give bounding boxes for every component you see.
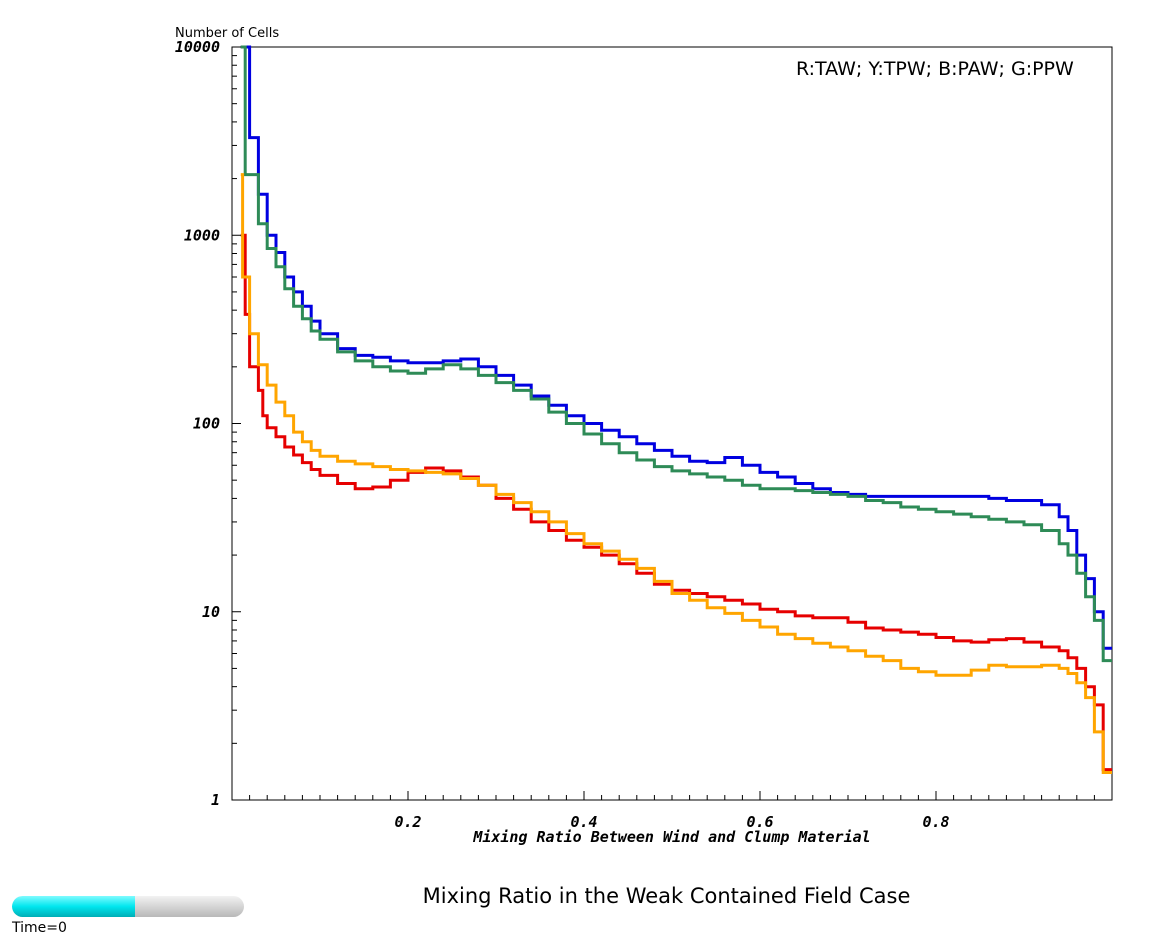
plot-axes (231, 46, 1113, 801)
time-slider-fill (12, 896, 135, 917)
legend-text: R:TAW; Y:TPW; B:PAW; G:PPW (796, 58, 1074, 80)
x-tick-label: 0.4 (570, 813, 597, 831)
series-line-1 (240, 45, 1112, 650)
x-tick-label: 0.8 (922, 813, 949, 831)
x-tick-label: 0.2 (394, 813, 421, 831)
y-tick-label: 10000 (175, 38, 220, 56)
plot-frame (231, 46, 1113, 801)
time-slider[interactable] (12, 896, 244, 917)
y-axis-label: Number of Cells (175, 26, 280, 41)
y-tick-label: 1 (211, 791, 220, 809)
x-axis-label: Mixing Ratio Between Wind and Clump Mate… (472, 828, 870, 846)
y-tick-label: 1000 (184, 226, 220, 244)
series-line-4 (240, 173, 1112, 774)
y-tick-label: 100 (193, 415, 220, 433)
x-tick-label: 0.6 (746, 813, 773, 831)
ticks-layer: 1 10 100 1000 10000 0.2 0.4 0.6 0.8 (175, 38, 1095, 831)
series-layer (240, 45, 1112, 774)
y-tick-label: 10 (202, 603, 220, 621)
chart-caption: Mixing Ratio in the Weak Contained Field… (422, 884, 911, 908)
time-label: Time=0 (12, 920, 67, 936)
series-line-2 (240, 45, 1112, 663)
series-line-3 (240, 233, 1112, 772)
